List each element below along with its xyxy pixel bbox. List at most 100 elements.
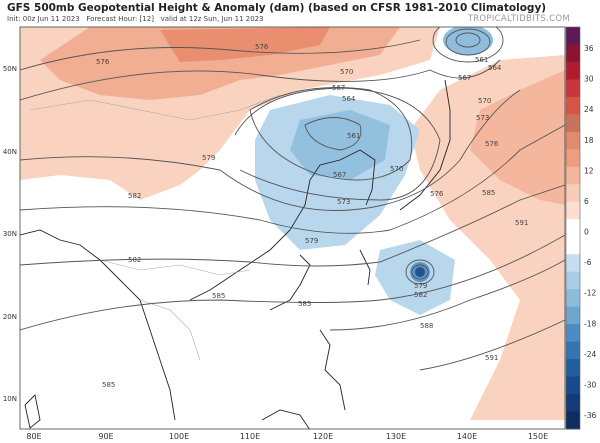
colorbar-swatch xyxy=(566,219,580,238)
colorbar-swatch xyxy=(566,254,580,273)
colorbar-swatch xyxy=(566,324,580,343)
positive-anomaly-east-core xyxy=(470,70,565,205)
colorbar-swatch xyxy=(566,131,580,150)
map-area: 576 576 579 582 570 567 564 561 567 570 … xyxy=(20,27,565,429)
colorbar-tick-label: 24 xyxy=(584,105,594,114)
lon-label: 90E xyxy=(98,432,113,441)
contour-label: 579 xyxy=(202,154,215,162)
colorbar-tick-label: -18 xyxy=(584,319,596,328)
negative-anomaly-low-core xyxy=(290,110,390,180)
contour-label: 585 xyxy=(298,300,311,308)
lat-label: 20N xyxy=(3,313,17,321)
lat-label: 40N xyxy=(3,148,17,156)
colorbar-tick-label: -36 xyxy=(584,411,596,420)
contour-label: 579 xyxy=(305,237,318,245)
contour-label: 576 xyxy=(485,140,499,148)
contour-label: 561 xyxy=(347,132,360,140)
valid-time: valid at 12z Sun, Jun 11 2023 xyxy=(160,15,264,23)
lon-label: 130E xyxy=(386,432,406,441)
lon-label: 80E xyxy=(26,432,41,441)
contour-label: 570 xyxy=(390,165,403,173)
contour-label: 588 xyxy=(420,322,433,330)
colorbar-swatch xyxy=(566,394,580,413)
colorbar-swatch xyxy=(566,114,580,133)
colorbar-ticks: 36 30 24 18 12 6 0 -6 -12 -18 -24 -30 -36 xyxy=(584,44,596,420)
contour-label: 576 xyxy=(430,190,444,198)
typhoon-center xyxy=(415,267,425,277)
contour-label: 582 xyxy=(128,256,141,264)
colorbar-tick-label: -24 xyxy=(584,350,596,359)
contour-label: 567 xyxy=(333,171,346,179)
contour-label: 567 xyxy=(458,74,471,82)
lon-label: 140E xyxy=(457,432,477,441)
colorbar-tick-label: 6 xyxy=(584,197,589,206)
map-title: GFS 500mb Geopotential Height & Anomaly … xyxy=(7,2,547,14)
colorbar-swatch xyxy=(566,341,580,360)
colorbar-swatch xyxy=(566,44,580,63)
colorbar-tick-label: 12 xyxy=(584,166,594,175)
colorbar-swatch xyxy=(566,236,580,255)
contour-label: 591 xyxy=(515,219,528,227)
negative-anomaly-northeast xyxy=(443,27,493,55)
lon-label: 150E xyxy=(528,432,548,441)
contour-label: 585 xyxy=(102,381,115,389)
contour-label: 570 xyxy=(478,97,491,105)
positive-anomaly-core2 xyxy=(160,27,330,62)
contour-label: 585 xyxy=(212,292,225,300)
colorbar-swatch xyxy=(566,271,580,290)
contour-label: 567 xyxy=(332,84,345,92)
colorbar-swatch xyxy=(566,61,580,80)
colorbar-swatch xyxy=(566,359,580,378)
colorbar-tick-label: 0 xyxy=(584,228,589,237)
colorbar xyxy=(565,26,581,430)
colorbar-swatch xyxy=(566,289,580,308)
contour-labels: 576 576 579 582 570 567 564 561 567 570 … xyxy=(96,43,528,389)
colorbar-tick-label: 18 xyxy=(584,136,594,145)
contour-label: 576 xyxy=(255,43,269,51)
contour-label: 570 xyxy=(340,68,353,76)
colorbar-swatch xyxy=(566,79,580,98)
colorbar-frame xyxy=(565,26,581,430)
latitude-labels: 50N 40N 30N 20N 10N xyxy=(3,65,17,403)
colorbar-tick-label: -6 xyxy=(584,258,592,267)
contour-label: 579 xyxy=(414,282,427,290)
lon-label: 110E xyxy=(240,432,260,441)
init-time: Init: 00z Jun 11 2023 xyxy=(7,15,80,23)
contour-label: 585 xyxy=(482,189,495,197)
colorbar-swatch xyxy=(566,201,580,220)
colorbar-swatch xyxy=(566,27,580,45)
colorbar-swatch xyxy=(566,306,580,325)
colorbar-swatch xyxy=(566,376,580,395)
contour-label: 561 xyxy=(475,56,488,64)
forecast-hour: Forecast Hour: [12] xyxy=(86,15,154,23)
coastlines xyxy=(20,79,451,429)
lat-label: 10N xyxy=(3,395,17,403)
height-contours xyxy=(20,27,565,371)
colorbar-swatch xyxy=(566,184,580,203)
contour-label: 576 xyxy=(96,58,110,66)
colorbar-tick-label: 30 xyxy=(584,75,594,84)
colorbar-tick-label: -30 xyxy=(584,380,596,389)
contour-label: 564 xyxy=(488,64,502,72)
lat-label: 30N xyxy=(3,230,17,238)
lon-label: 120E xyxy=(313,432,333,441)
colorbar-tick-label: 36 xyxy=(584,44,594,53)
lat-label: 50N xyxy=(3,65,17,73)
colorbar-swatch xyxy=(566,411,580,430)
brand-watermark: TROPICALTIDBITS.COM xyxy=(467,14,570,24)
colorbar-tick-label: -12 xyxy=(584,289,596,298)
borders xyxy=(29,94,281,361)
colorbar-swatch xyxy=(566,96,580,115)
map-frame xyxy=(19,26,566,430)
contour-label: 573 xyxy=(337,198,350,206)
contour-label: 564 xyxy=(342,95,356,103)
colorbar-swatch xyxy=(566,166,580,185)
longitude-labels: 80E 90E 100E 110E 120E 130E 140E 150E xyxy=(26,432,548,441)
contour-label: 573 xyxy=(476,114,489,122)
colorbar-swatch xyxy=(566,149,580,168)
map-subtitle: Init: 00z Jun 11 2023 Forecast Hour: [12… xyxy=(7,15,264,23)
contour-label: 582 xyxy=(128,192,141,200)
contour-label: 582 xyxy=(414,291,427,299)
contour-label: 591 xyxy=(485,354,498,362)
